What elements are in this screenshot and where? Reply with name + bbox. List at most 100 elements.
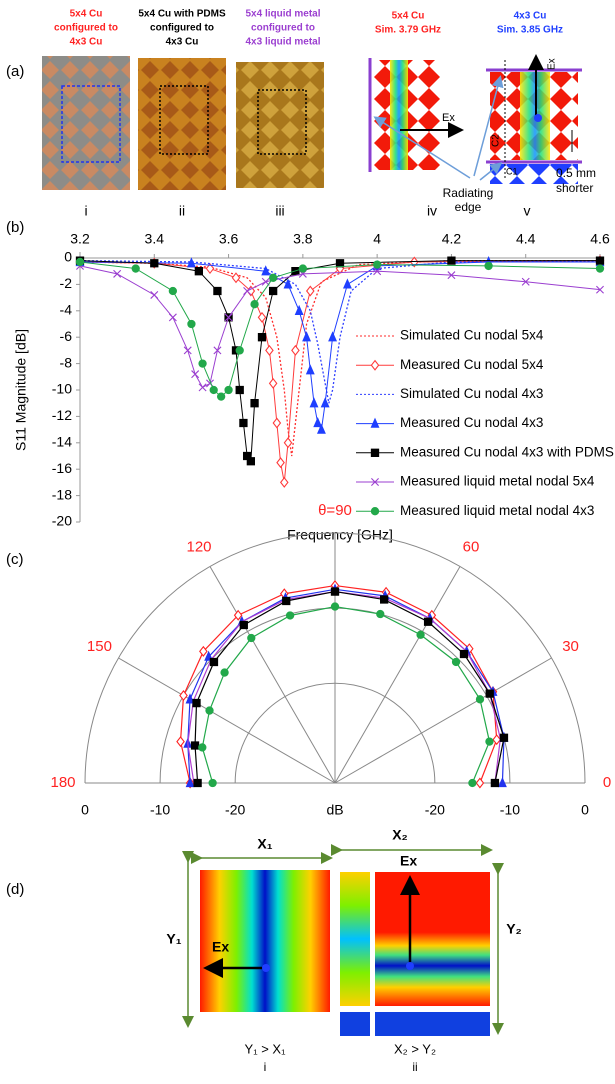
arrow (473, 75, 504, 177)
y-tick-label: -16 (52, 460, 72, 476)
marker (282, 596, 291, 606)
numeral: ii (179, 203, 185, 219)
marker (205, 706, 214, 715)
marker (150, 290, 159, 299)
marker (291, 344, 300, 356)
marker (305, 364, 315, 375)
marker (335, 259, 345, 268)
marker (416, 630, 425, 639)
legend-marker (370, 507, 380, 516)
field-map (340, 872, 370, 1006)
marker (330, 602, 340, 611)
caption: 5x4 Cu (70, 9, 103, 20)
field-map (200, 870, 330, 1012)
legend-marker (370, 417, 380, 428)
photo (42, 56, 130, 190)
numeral: i (84, 203, 87, 219)
legend-label: Measured Cu nodal 5x4 (400, 357, 544, 372)
sim-title: 5x4 Cu (392, 11, 425, 22)
marker (209, 385, 218, 395)
marker (475, 695, 485, 704)
marker (113, 269, 122, 278)
marker (193, 778, 202, 788)
marker (298, 264, 308, 273)
marker (596, 285, 604, 294)
r-axis-label: dB (326, 802, 343, 818)
edge-label: edge (455, 200, 482, 214)
photo (236, 62, 324, 188)
marker (285, 611, 295, 620)
panel-label: (a) (6, 63, 24, 80)
r-tick-label: 0 (81, 802, 89, 818)
x-axis-label: Frequency [GHz] (287, 527, 393, 543)
caption: 5x4 Cu with PDMS (138, 9, 226, 20)
series-line (179, 584, 498, 784)
marker (235, 385, 244, 395)
marker (198, 359, 207, 368)
marker (179, 690, 188, 702)
y-tick-label: -4 (60, 302, 73, 318)
marker (451, 657, 461, 667)
legend-marker (370, 448, 380, 457)
marker (302, 331, 312, 342)
angle-label: 180 (50, 774, 75, 791)
marker (328, 331, 338, 342)
angle-label: 30 (562, 638, 579, 655)
marker (208, 778, 217, 788)
marker (268, 273, 278, 282)
marker (216, 392, 226, 401)
marker (199, 645, 208, 657)
marker (490, 778, 500, 788)
field-map (375, 872, 490, 1006)
angle-label: θ=90 (318, 502, 352, 519)
dim-label: C2 (491, 134, 502, 147)
marker (447, 256, 456, 265)
legend-label: Measured Cu nodal 4x3 (400, 415, 543, 430)
marker (376, 609, 385, 619)
marker (168, 286, 178, 296)
x-tick-label: 4 (373, 231, 381, 247)
dim-label: Y₂ (506, 921, 522, 937)
r-tick-label: 0 (581, 802, 589, 818)
marker (205, 263, 215, 275)
marker (261, 265, 271, 276)
numeral: iii (275, 203, 284, 219)
r-tick-label: -20 (225, 802, 245, 818)
marker (185, 777, 195, 788)
marker (423, 617, 433, 626)
caption: 5x4 liquid metal (245, 9, 320, 20)
feed (534, 114, 542, 122)
r-tick-label: -10 (150, 802, 170, 818)
feed (262, 964, 270, 972)
sim-title: Sim. 3.85 GHz (497, 25, 563, 36)
marker (492, 734, 502, 746)
relation: Y₁ > X₁ (245, 1041, 287, 1056)
legend-marker (371, 478, 379, 486)
marker (192, 698, 201, 708)
caption: configured to (54, 23, 118, 34)
marker (497, 777, 507, 788)
field-label: Ex (547, 58, 558, 70)
legend-label: Measured liquid metal nodal 4x3 (400, 503, 594, 518)
dim-label: C1 (506, 166, 518, 176)
y-tick-label: -6 (60, 328, 73, 344)
sim-map (490, 164, 578, 184)
marker (209, 657, 219, 667)
marker (380, 595, 389, 604)
marker (150, 259, 159, 268)
y-tick-label: -10 (52, 381, 72, 397)
legend-box (352, 322, 602, 520)
edge-label: Radiating (443, 186, 494, 200)
angle-label: 150 (87, 638, 112, 655)
marker (276, 457, 285, 469)
field-label: Ex (442, 112, 455, 124)
x-tick-label: 3.8 (293, 231, 313, 247)
relation: X₂ > Y₂ (394, 1041, 436, 1056)
marker (283, 278, 293, 289)
marker (194, 267, 204, 276)
marker (191, 370, 200, 379)
series-line (79, 259, 600, 457)
y-axis-label: S11 Magnitude [dB] (13, 329, 29, 451)
x-tick-label: 3.4 (145, 231, 165, 247)
y-tick-label: 0 (64, 249, 72, 265)
